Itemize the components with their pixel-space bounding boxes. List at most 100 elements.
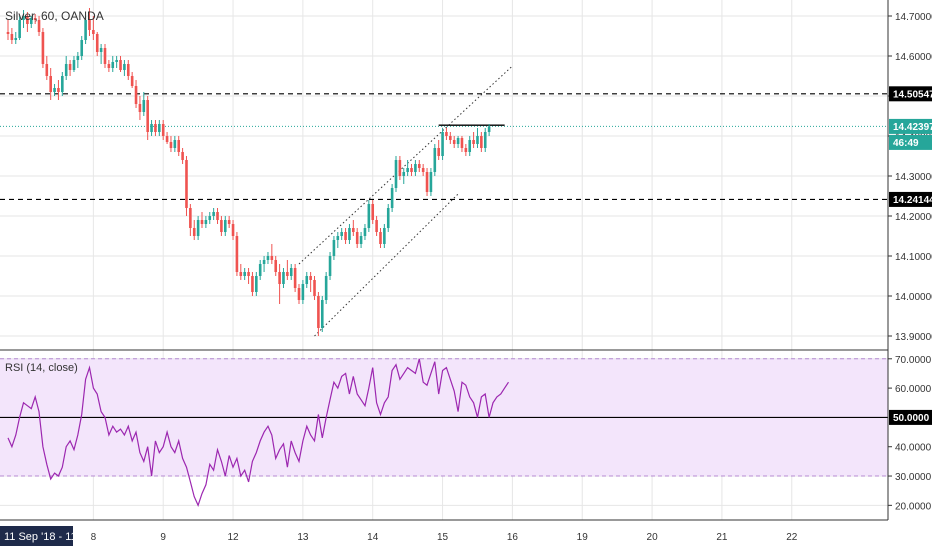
candle-body bbox=[410, 168, 413, 172]
candle-body bbox=[130, 76, 134, 86]
candle-body bbox=[208, 216, 212, 220]
candle-body bbox=[22, 16, 25, 20]
candle-body bbox=[161, 124, 165, 136]
candle-body bbox=[49, 76, 52, 92]
candle-body bbox=[84, 20, 87, 40]
candle-body bbox=[464, 148, 468, 152]
candle-body bbox=[80, 40, 84, 56]
candlesticks bbox=[6, 8, 491, 336]
candle-body bbox=[185, 160, 188, 208]
candle-body bbox=[421, 168, 425, 172]
candle-body bbox=[309, 276, 312, 280]
candle-body bbox=[445, 132, 448, 136]
candle-body bbox=[251, 276, 254, 292]
trend-channel[interactable] bbox=[298, 65, 513, 337]
candle-body bbox=[293, 268, 297, 288]
time-tick-label: 14 bbox=[367, 532, 379, 543]
candle-body bbox=[363, 228, 367, 236]
candle-body bbox=[99, 48, 103, 52]
candle-body bbox=[204, 220, 208, 224]
candle-body bbox=[274, 260, 278, 272]
candle-body bbox=[398, 160, 402, 176]
candle-body bbox=[487, 126, 491, 132]
rsi-tick-label: 70.0000 bbox=[895, 355, 932, 366]
candle-body bbox=[367, 204, 371, 228]
time-tick-label: 12 bbox=[227, 532, 239, 543]
candle-body bbox=[10, 34, 14, 40]
price-pane[interactable] bbox=[0, 0, 888, 350]
candle-body bbox=[375, 220, 378, 232]
price-tick-label: 14.60000 bbox=[895, 52, 932, 63]
candle-body bbox=[64, 64, 68, 76]
candle-body bbox=[18, 20, 21, 38]
price-axis[interactable]: 14.7000014.6000014.5000014.4000014.30000… bbox=[888, 12, 932, 343]
time-tick-label: 16 bbox=[507, 532, 519, 543]
candle-body bbox=[289, 268, 293, 276]
candle-body bbox=[483, 132, 487, 148]
time-axis[interactable]: 8 9 12 13 14 15 16 19 20 21 22 bbox=[91, 532, 798, 543]
candle-body bbox=[414, 164, 417, 172]
candle-body bbox=[255, 276, 258, 292]
support-badge-box bbox=[889, 191, 932, 207]
candle-body bbox=[72, 60, 76, 70]
candle-body bbox=[76, 56, 80, 60]
candle-body bbox=[142, 100, 146, 112]
candle-body bbox=[406, 168, 409, 172]
candle-body bbox=[297, 288, 301, 300]
candle-body bbox=[119, 60, 122, 70]
candle-body bbox=[165, 136, 169, 142]
price-tick-label: 14.20000 bbox=[895, 212, 932, 223]
candle-body bbox=[441, 132, 444, 156]
candle-body bbox=[371, 204, 375, 220]
candle-body bbox=[150, 124, 153, 132]
candle-body bbox=[220, 220, 223, 232]
candle-body bbox=[111, 62, 115, 68]
candle-body bbox=[216, 212, 219, 220]
candle-body bbox=[460, 138, 464, 148]
candle-body bbox=[247, 272, 250, 276]
candle-body bbox=[402, 172, 406, 176]
rsi-axis[interactable]: 70.0000 60.0000 40.0000 30.0000 20.0000 bbox=[888, 355, 932, 513]
channel-lower-line bbox=[314, 193, 459, 337]
price-tick-label: 14.70000 bbox=[895, 12, 932, 23]
candle-body bbox=[317, 296, 320, 328]
candle-body bbox=[126, 64, 130, 76]
candle-body bbox=[394, 160, 398, 188]
candle-body bbox=[425, 172, 429, 192]
candle-body bbox=[29, 18, 33, 24]
candle-body bbox=[107, 64, 111, 68]
candle-body bbox=[37, 20, 41, 32]
candle-body bbox=[386, 208, 390, 228]
candle-body bbox=[433, 148, 437, 172]
candle-body bbox=[92, 30, 95, 34]
rsi-line bbox=[7, 358, 510, 507]
candle-body bbox=[14, 38, 18, 40]
candle-body bbox=[468, 140, 472, 152]
candle-body bbox=[6, 32, 10, 34]
price-tick-label: 14.10000 bbox=[895, 252, 932, 263]
time-tick-label: 13 bbox=[297, 532, 309, 543]
candle-body bbox=[123, 64, 126, 70]
candle-body bbox=[417, 164, 421, 168]
candle-body bbox=[26, 16, 29, 24]
candle-body bbox=[390, 188, 394, 208]
candle-body bbox=[476, 136, 479, 144]
candle-body bbox=[177, 140, 181, 152]
current-price-badge-box bbox=[889, 118, 932, 134]
time-tick-label: 8 bbox=[91, 532, 97, 543]
time-cursor-text: 11 Sep '18 - 11:00 bbox=[4, 531, 92, 543]
candle-body bbox=[212, 212, 215, 216]
candle-body bbox=[278, 272, 281, 284]
candle-body bbox=[239, 272, 243, 276]
resistance-badge-label: 14.50547 bbox=[893, 89, 932, 100]
candle-body bbox=[332, 240, 336, 256]
price-tick-label: 14.00000 bbox=[895, 292, 932, 303]
rsi-title: RSI (14, close) bbox=[5, 362, 78, 374]
candle-body bbox=[68, 64, 72, 70]
candle-body bbox=[146, 100, 149, 132]
candle-body bbox=[452, 140, 456, 144]
candle-body bbox=[383, 228, 386, 244]
candle-body bbox=[235, 236, 239, 272]
candle-body bbox=[429, 172, 433, 192]
